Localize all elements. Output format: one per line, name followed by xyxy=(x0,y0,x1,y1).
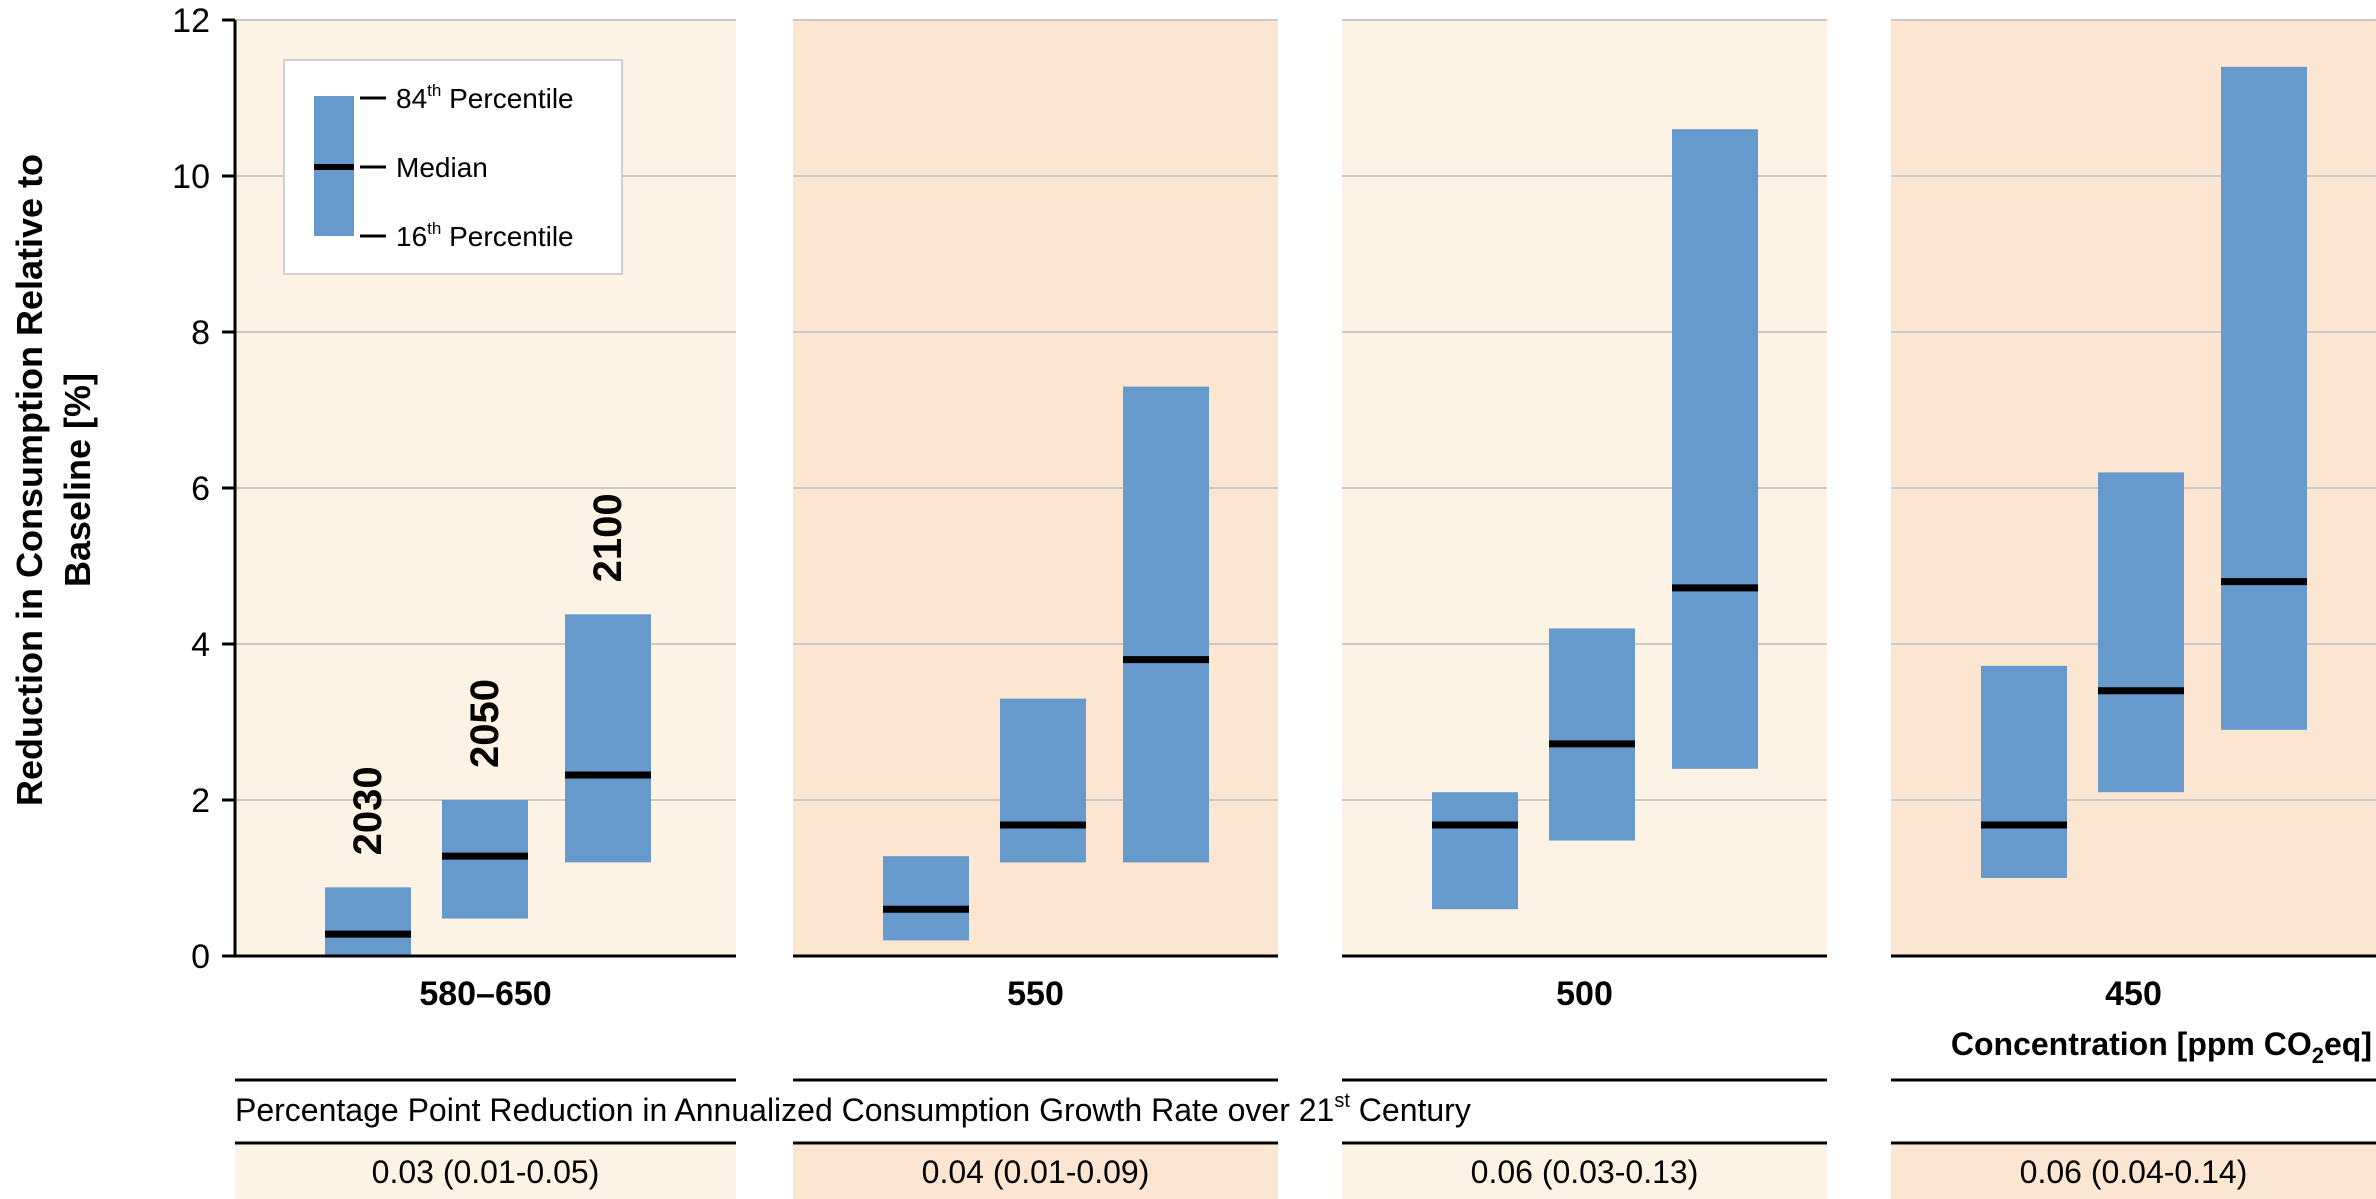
bar-0-0 xyxy=(325,887,411,956)
bar-3-0 xyxy=(1981,665,2067,878)
bar-1-2 xyxy=(1123,386,1209,863)
y-tick-label-1: 2 xyxy=(191,782,210,820)
x-axis-title: Concentration [ppm CO2eq] xyxy=(1951,1026,2372,1068)
growth-cell-bg-2 xyxy=(1342,1145,1827,1199)
growth-row-title-suffix: Century xyxy=(1350,1092,1471,1128)
bar-2-0 xyxy=(1432,792,1518,910)
bar-2-1 xyxy=(1549,628,1635,841)
bar-3-2 xyxy=(2221,66,2307,730)
legend-label-median: Median xyxy=(396,152,488,183)
bar-0-2 xyxy=(565,614,651,863)
bar-3-1 xyxy=(2098,472,2184,793)
y-tick-label-4: 8 xyxy=(191,314,210,352)
year-label-1: 2050 xyxy=(463,679,507,768)
range-bars xyxy=(325,66,2307,956)
growth-row-title-main: Percentage Point Reduction in Annualized… xyxy=(235,1092,1334,1128)
growth-cell-bg-3 xyxy=(1891,1145,2376,1199)
legend-16-sup: th xyxy=(427,219,441,238)
growth-value-1: 0.04 (0.01-0.09) xyxy=(922,1154,1150,1190)
growth-value-3: 0.06 (0.04-0.14) xyxy=(2020,1154,2248,1190)
growth-cell-bg-0 xyxy=(235,1145,736,1199)
year-labels: 2030 2050 2100 xyxy=(346,493,630,855)
y-axis-title-line2: Baseline [%] xyxy=(57,373,98,587)
legend-84-sup: th xyxy=(427,81,441,100)
legend-label-84: 84th Percentile xyxy=(396,81,574,114)
axes xyxy=(222,18,2376,958)
x-axis-title-prefix: Concentration [ppm CO xyxy=(1951,1026,2312,1062)
x-group-label-2: 500 xyxy=(1556,975,1613,1013)
y-tick-label-0: 0 xyxy=(191,938,210,976)
growth-cell-bg-1 xyxy=(793,1145,1278,1199)
x-group-label-1: 550 xyxy=(1007,975,1064,1013)
bar-1-0 xyxy=(883,856,969,941)
legend-16-suffix: Percentile xyxy=(441,221,573,252)
legend-16-num: 16 xyxy=(396,221,427,252)
y-axis-title-line1: Reduction in Consumption Relative to xyxy=(9,154,50,806)
growth-value-2: 0.06 (0.03-0.13) xyxy=(1471,1154,1699,1190)
growth-rate-row: 0.03 (0.01-0.05) 0.04 (0.01-0.09) 0.06 (0.… xyxy=(235,1078,2376,1199)
y-tick-label-3: 6 xyxy=(191,470,210,508)
x-group-labels: 580–650 550 500 450 xyxy=(419,975,2162,1013)
growth-row-title-sup: st xyxy=(1334,1090,1350,1112)
growth-value-0: 0.03 (0.01-0.05) xyxy=(372,1154,600,1190)
legend-84-suffix: Percentile xyxy=(441,83,573,114)
x-axis-title-suffix: eq] xyxy=(2324,1026,2372,1062)
bar-1-1 xyxy=(1000,698,1086,863)
x-group-label-3: 450 xyxy=(2105,975,2162,1013)
year-label-0: 2030 xyxy=(346,766,390,855)
y-tick-labels: 0 2 4 6 8 10 12 xyxy=(172,2,210,976)
y-tick-label-2: 4 xyxy=(191,626,210,664)
x-axis-title-sub: 2 xyxy=(2312,1043,2324,1068)
legend-84-num: 84 xyxy=(396,83,427,114)
legend-label-16: 16th Percentile xyxy=(396,219,574,252)
bar-2-2 xyxy=(1672,129,1758,769)
year-label-2: 2100 xyxy=(586,493,630,582)
legend: 84th Percentile Median 16th Percentile xyxy=(283,59,623,275)
growth-row-title: Percentage Point Reduction in Annualized… xyxy=(235,1090,1471,1128)
x-group-label-0: 580–650 xyxy=(419,975,551,1013)
y-tick-label-6: 12 xyxy=(172,2,210,40)
y-tick-label-5: 10 xyxy=(172,158,210,196)
